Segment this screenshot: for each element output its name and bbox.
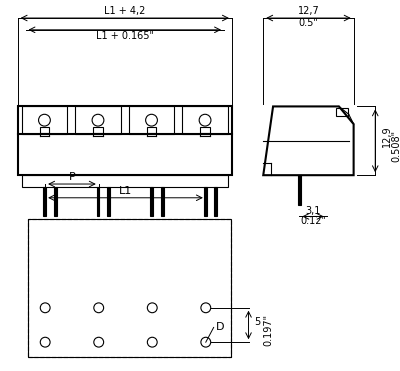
Bar bbox=[107, 187, 110, 216]
Bar bbox=[336, 108, 348, 116]
Bar bbox=[28, 219, 231, 357]
Text: 3,1: 3,1 bbox=[305, 206, 321, 216]
Text: L1 + 4,2: L1 + 4,2 bbox=[104, 6, 146, 16]
Text: L1 + 0.165": L1 + 0.165" bbox=[96, 31, 154, 41]
Bar bbox=[96, 187, 100, 216]
Bar bbox=[298, 175, 301, 205]
Bar bbox=[22, 106, 67, 134]
Bar bbox=[182, 106, 228, 134]
Text: 5: 5 bbox=[254, 317, 261, 327]
Bar bbox=[75, 106, 121, 134]
Text: 12,7: 12,7 bbox=[298, 6, 319, 16]
Bar bbox=[150, 187, 153, 216]
Bar bbox=[28, 219, 231, 357]
Text: 0.197": 0.197" bbox=[263, 314, 273, 346]
Text: 0.508": 0.508" bbox=[392, 129, 400, 162]
Bar bbox=[129, 106, 174, 134]
Bar bbox=[204, 187, 206, 216]
Text: 12,9: 12,9 bbox=[382, 125, 392, 147]
Bar bbox=[147, 127, 156, 133]
Text: D: D bbox=[216, 322, 224, 332]
Text: 0.5": 0.5" bbox=[298, 18, 318, 28]
Bar bbox=[214, 187, 217, 216]
Text: 0.12": 0.12" bbox=[300, 216, 326, 226]
Bar bbox=[93, 127, 103, 133]
Bar bbox=[22, 175, 228, 187]
Bar bbox=[43, 187, 46, 216]
Bar bbox=[54, 187, 57, 216]
Text: L1: L1 bbox=[119, 186, 132, 196]
Bar bbox=[40, 127, 49, 133]
Bar bbox=[18, 106, 232, 175]
Bar bbox=[200, 127, 210, 133]
Text: P: P bbox=[68, 172, 75, 182]
Bar bbox=[161, 187, 164, 216]
